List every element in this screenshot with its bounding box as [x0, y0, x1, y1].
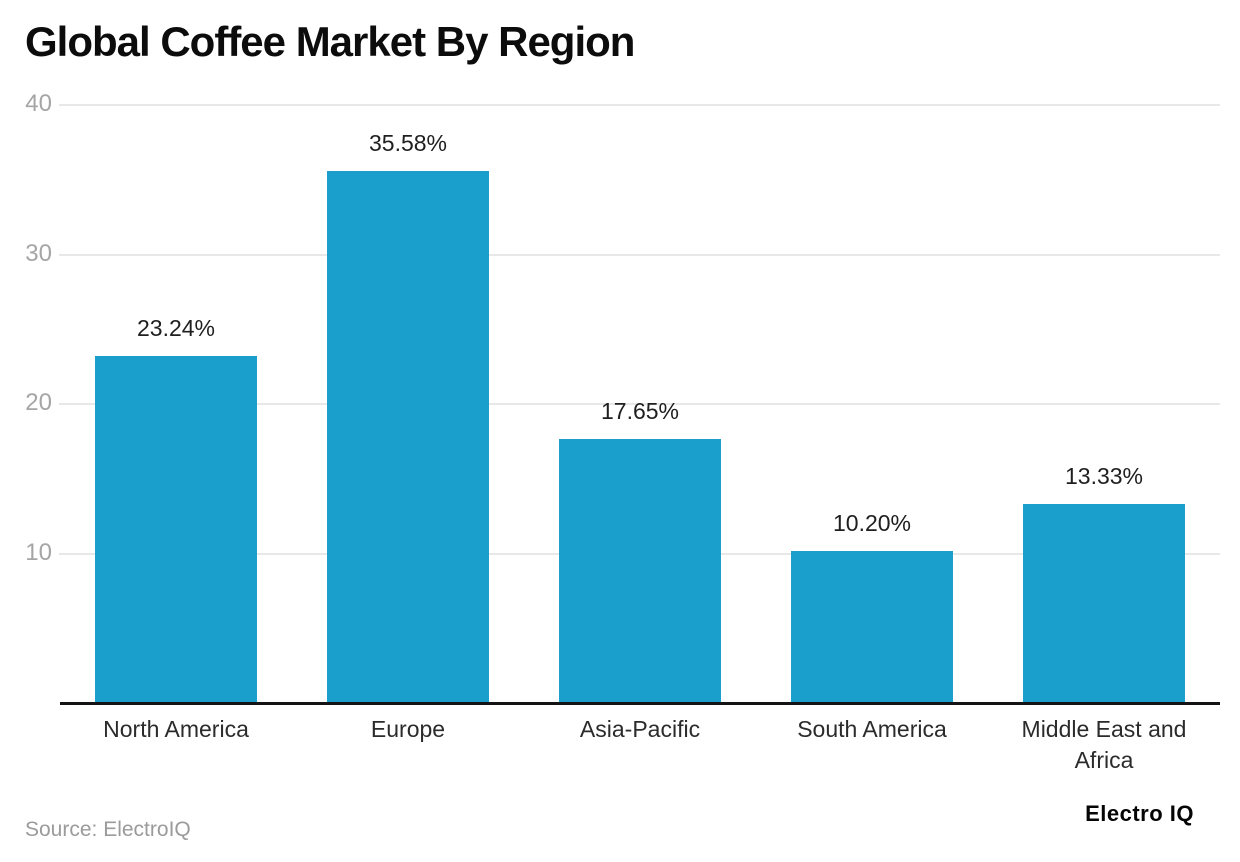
bar-asia-pacific	[559, 439, 721, 703]
x-axis-label: Middle East and Africa	[1021, 716, 1187, 773]
x-axis-label: Europe	[370, 716, 446, 742]
y-tick-label: 40	[25, 90, 52, 117]
y-tick-label: 10	[25, 538, 52, 566]
source-note: Source: ElectroIQ	[25, 818, 191, 841]
bar-europe	[327, 171, 489, 703]
bar-value-label: 23.24%	[136, 314, 215, 341]
gridline	[59, 253, 1220, 256]
x-axis-label: Asia-Pacific	[579, 716, 701, 742]
bar-value-label: 13.33%	[1064, 462, 1143, 489]
bar-value-label: 10.20%	[832, 509, 911, 536]
bar-south-america	[791, 550, 953, 703]
x-axis-label: South America	[797, 716, 947, 742]
y-tick-label: 20	[25, 389, 52, 416]
y-tick-label: 30	[25, 239, 52, 267]
bar-north-america	[95, 355, 257, 703]
brand-logo: Electro IQ	[1085, 801, 1194, 826]
x-axis-line	[60, 702, 1220, 705]
gridline	[59, 403, 1220, 405]
gridline	[59, 104, 1220, 106]
chart-title: Global Coffee Market By Region	[25, 18, 635, 65]
x-axis-label: North America	[103, 716, 249, 742]
bar-value-label: 17.65%	[600, 398, 679, 425]
bar-middle-east-and-africa	[1023, 503, 1185, 703]
bar-value-label: 35.58%	[368, 130, 447, 157]
